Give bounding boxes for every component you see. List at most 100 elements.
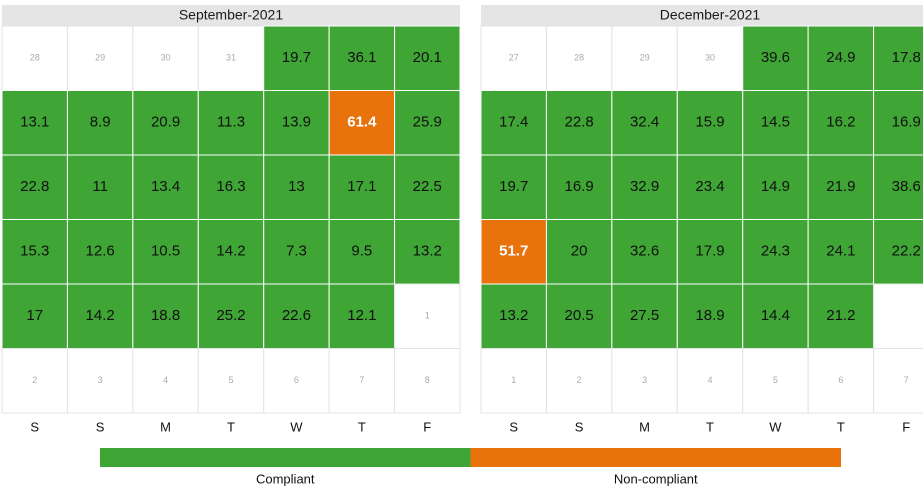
legend-swatch xyxy=(100,448,471,467)
cell-value: 32.4 xyxy=(630,114,659,131)
day-cell xyxy=(873,154,923,220)
day-cell xyxy=(545,219,613,285)
day-cell xyxy=(742,154,809,220)
cell-value: 23.4 xyxy=(695,178,724,195)
empty-cell xyxy=(611,348,678,414)
cell-value: 18.8 xyxy=(151,307,180,324)
empty-cell xyxy=(328,348,396,414)
cell-value: 20.9 xyxy=(151,114,180,131)
day-cell xyxy=(263,283,330,349)
out-of-month-day: 2 xyxy=(577,375,582,385)
cell-value: 51.7 xyxy=(499,243,528,260)
weekday-label: M xyxy=(160,419,171,434)
cell-value: 20 xyxy=(571,243,588,260)
cell-value: 32.9 xyxy=(630,178,659,195)
weekday-label: S xyxy=(30,419,39,434)
day-cell xyxy=(676,219,744,285)
out-of-month-day: 5 xyxy=(773,375,778,385)
panel-header xyxy=(481,5,923,26)
day-cell xyxy=(1,90,68,156)
cell-value: 13.1 xyxy=(20,114,49,131)
cell-value: 61.4 xyxy=(347,114,377,131)
cell-value: 12.6 xyxy=(86,243,115,260)
out-of-month-day: 30 xyxy=(705,53,715,63)
cell-value: 22.8 xyxy=(20,178,49,195)
day-cell xyxy=(611,154,678,220)
day-cell xyxy=(394,90,461,156)
cell-value: 8.9 xyxy=(90,114,111,131)
cell-value: 14.2 xyxy=(216,243,245,260)
panel-title: December-2021 xyxy=(660,7,761,23)
out-of-month-day: 29 xyxy=(95,53,105,63)
day-cell xyxy=(132,283,199,349)
out-of-month-day: 29 xyxy=(640,53,650,63)
cell-value: 10.5 xyxy=(151,243,180,260)
day-cell xyxy=(394,219,461,285)
weekday-label: T xyxy=(227,419,235,434)
cell-value: 36.1 xyxy=(347,49,376,66)
out-of-month-day: 7 xyxy=(904,375,909,385)
cell-value: 17.1 xyxy=(347,178,376,195)
day-cell xyxy=(480,219,547,285)
day-cell xyxy=(545,90,613,156)
day-cell xyxy=(873,219,923,285)
cell-value: 21.2 xyxy=(826,307,855,324)
empty-cell xyxy=(873,283,923,349)
day-cell xyxy=(480,154,547,220)
day-cell xyxy=(807,90,875,156)
day-cell xyxy=(742,25,809,91)
cell-value: 22.2 xyxy=(892,243,921,260)
day-cell xyxy=(132,219,199,285)
empty-cell xyxy=(1,348,68,414)
day-cell xyxy=(480,283,547,349)
day-cell xyxy=(328,25,396,91)
weekday-label: T xyxy=(706,419,714,434)
cell-value: 38.6 xyxy=(892,178,921,195)
out-of-month-day: 30 xyxy=(161,53,171,63)
day-cell xyxy=(394,25,461,91)
day-cell xyxy=(480,90,547,156)
cell-value: 19.7 xyxy=(499,178,528,195)
cell-value: 17.9 xyxy=(695,243,724,260)
day-cell xyxy=(873,90,923,156)
out-of-month-day: 31 xyxy=(226,53,236,63)
panel-title: September-2021 xyxy=(179,7,284,23)
day-cell xyxy=(328,90,396,156)
day-cell xyxy=(197,90,265,156)
empty-cell xyxy=(132,348,199,414)
out-of-month-day: 3 xyxy=(642,375,647,385)
cell-value: 22.8 xyxy=(565,114,594,131)
day-cell xyxy=(328,283,396,349)
legend-label: Compliant xyxy=(256,471,315,486)
weekday-label: M xyxy=(639,419,650,434)
empty-cell xyxy=(394,283,461,349)
out-of-month-day: 6 xyxy=(838,375,843,385)
weekday-label: W xyxy=(769,419,782,434)
cell-value: 16.3 xyxy=(216,178,245,195)
cell-value: 13.2 xyxy=(499,307,528,324)
empty-cell xyxy=(742,348,809,414)
day-cell xyxy=(611,90,678,156)
cell-value: 16.9 xyxy=(565,178,594,195)
cell-value: 13.2 xyxy=(413,243,442,260)
cell-value: 14.4 xyxy=(761,307,790,324)
out-of-month-day: 6 xyxy=(294,375,299,385)
cell-value: 32.6 xyxy=(630,243,659,260)
weekday-label: S xyxy=(575,419,584,434)
out-of-month-day: 1 xyxy=(511,375,516,385)
cell-value: 24.3 xyxy=(761,243,790,260)
weekday-label: T xyxy=(837,419,845,434)
out-of-month-day: 4 xyxy=(163,375,168,385)
day-cell xyxy=(1,219,68,285)
empty-cell xyxy=(66,348,134,414)
empty-cell xyxy=(807,348,875,414)
day-cell xyxy=(742,283,809,349)
day-cell xyxy=(807,25,875,91)
day-cell xyxy=(263,154,330,220)
empty-cell xyxy=(545,348,613,414)
day-cell xyxy=(328,219,396,285)
day-cell xyxy=(807,154,875,220)
cell-value: 22.5 xyxy=(413,178,442,195)
empty-cell xyxy=(545,25,613,91)
legend-label: Non-compliant xyxy=(614,471,698,486)
